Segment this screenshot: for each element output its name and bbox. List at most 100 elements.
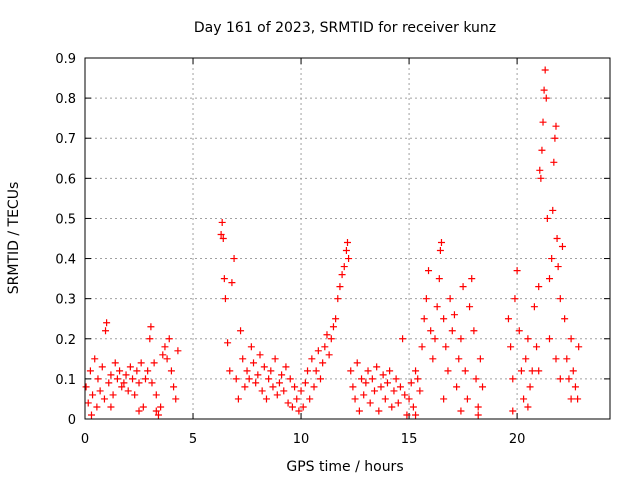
- data-point: [133, 367, 141, 375]
- data-point: [334, 295, 342, 303]
- data-point: [396, 383, 404, 391]
- data-point: [444, 367, 452, 375]
- data-point: [466, 303, 474, 311]
- y-tick-label: 0.5: [55, 212, 76, 227]
- data-point: [269, 383, 277, 391]
- data-point: [407, 379, 415, 387]
- data-point: [219, 235, 227, 242]
- x-tick-label: 20: [509, 432, 526, 447]
- data-point: [91, 355, 99, 363]
- data-point: [463, 395, 471, 403]
- data-point: [386, 367, 394, 375]
- data-point: [355, 407, 363, 415]
- data-point: [86, 367, 94, 375]
- data-point: [154, 411, 162, 419]
- data-point: [446, 295, 454, 303]
- data-point: [111, 359, 119, 367]
- data-point: [139, 403, 147, 411]
- y-tick-label: 0.2: [55, 333, 76, 348]
- data-point: [425, 267, 433, 275]
- data-point: [360, 391, 368, 399]
- data-point: [93, 403, 101, 411]
- data-point: [379, 371, 387, 379]
- data-point: [548, 255, 556, 263]
- data-point: [94, 375, 102, 383]
- data-point: [250, 359, 258, 367]
- data-point: [126, 363, 134, 371]
- x-tick-label: 15: [401, 432, 418, 447]
- data-point: [260, 363, 268, 371]
- x-axis-label: GPS time / hours: [286, 459, 403, 475]
- data-point: [321, 343, 329, 351]
- data-point: [504, 315, 512, 323]
- data-point: [526, 383, 534, 391]
- data-point: [310, 383, 318, 391]
- data-point: [105, 379, 113, 387]
- data-point: [342, 247, 350, 255]
- data-point: [256, 351, 264, 359]
- data-point: [457, 335, 465, 343]
- data-point: [461, 367, 469, 375]
- data-point: [549, 206, 557, 214]
- data-point: [107, 371, 115, 379]
- data-point: [232, 375, 240, 383]
- data-point: [82, 383, 90, 391]
- data-point: [517, 367, 525, 375]
- data-point: [455, 355, 463, 363]
- data-point: [390, 387, 398, 395]
- data-point: [541, 66, 549, 74]
- data-point: [172, 395, 180, 403]
- data-point: [524, 335, 532, 343]
- data-point: [476, 355, 484, 363]
- data-point: [340, 263, 348, 271]
- y-tick-label: 0.4: [55, 253, 76, 268]
- data-point: [416, 387, 424, 395]
- data-point: [371, 387, 379, 395]
- data-point: [278, 371, 286, 379]
- data-point: [323, 331, 331, 339]
- data-point: [221, 295, 229, 303]
- data-point: [538, 146, 546, 154]
- data-point: [345, 255, 353, 263]
- data-point: [377, 383, 385, 391]
- data-point: [375, 407, 383, 415]
- data-point: [87, 411, 95, 419]
- data-point: [308, 355, 316, 363]
- data-point: [530, 303, 538, 311]
- data-point: [152, 391, 160, 399]
- data-point: [230, 255, 238, 263]
- data-point: [252, 379, 260, 387]
- data-point: [479, 383, 487, 391]
- x-tick-label: 5: [189, 432, 197, 447]
- data-point: [245, 375, 253, 383]
- data-point: [383, 379, 391, 387]
- data-point: [301, 379, 309, 387]
- data-point: [554, 263, 562, 271]
- data-point: [329, 323, 337, 331]
- data-point: [442, 343, 450, 351]
- data-point: [353, 359, 361, 367]
- y-tick-label: 0.3: [55, 293, 76, 308]
- data-point: [107, 403, 115, 411]
- data-point: [299, 403, 307, 411]
- data-point: [431, 335, 439, 343]
- data-point: [237, 327, 245, 335]
- data-point: [546, 335, 554, 343]
- data-point: [520, 395, 528, 403]
- y-tick-label: 0: [68, 413, 76, 428]
- data-point: [118, 383, 126, 391]
- data-point: [524, 403, 532, 411]
- data-point: [368, 375, 376, 383]
- data-point: [161, 343, 169, 351]
- data-point: [364, 367, 372, 375]
- y-axis-label: SRMTID / TECUs: [6, 182, 22, 295]
- data-point: [344, 239, 351, 247]
- data-point: [152, 407, 160, 415]
- data-point: [271, 355, 279, 363]
- data-point: [558, 243, 566, 251]
- data-point: [394, 399, 402, 407]
- data-point: [422, 295, 430, 303]
- data-point: [556, 375, 564, 383]
- data-point: [239, 355, 247, 363]
- data-point: [351, 395, 359, 403]
